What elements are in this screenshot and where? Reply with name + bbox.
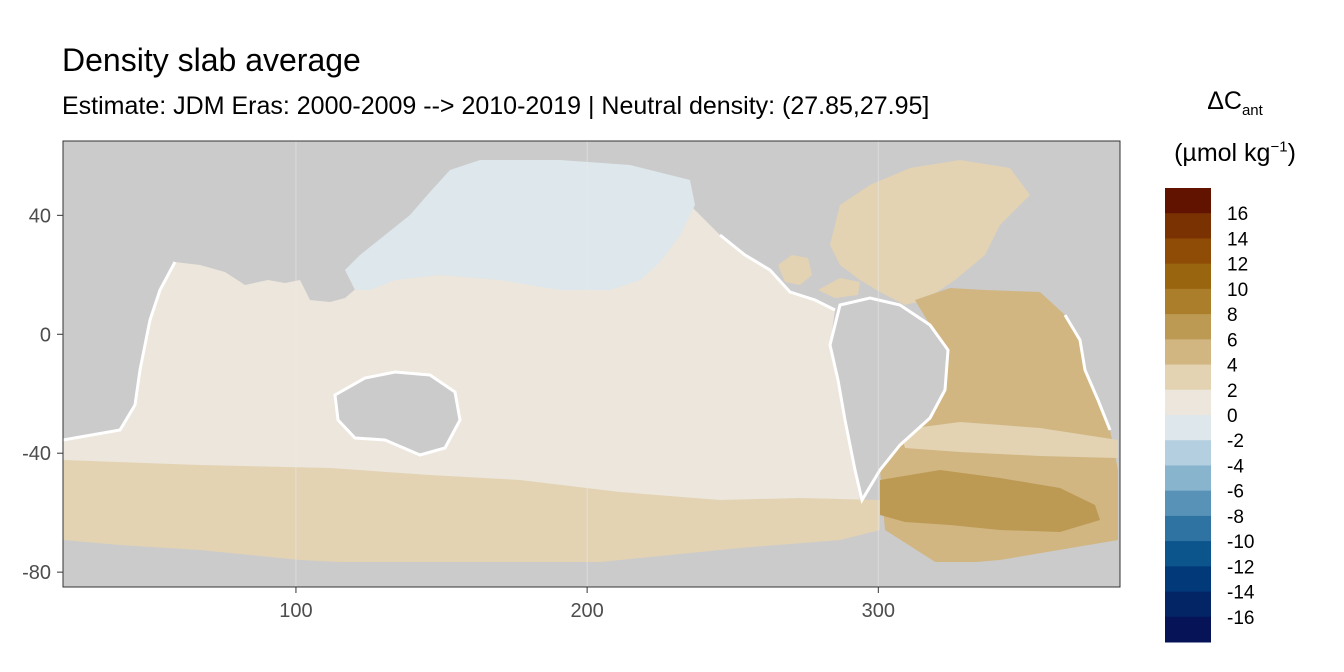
chart-subtitle: Estimate: JDM Eras: 2000-2009 --> 2010-2… (62, 92, 930, 120)
colorbar-swatch (1165, 364, 1211, 391)
colorbar-label: 8 (1227, 305, 1238, 326)
colorbar-label: 14 (1227, 229, 1249, 250)
y-axis: 40 0 -40 -80 (22, 205, 63, 584)
colorbar-swatch (1165, 591, 1211, 618)
x-axis: 100 200 300 (279, 587, 895, 622)
colorbar-label: 0 (1227, 406, 1238, 427)
ocean-caribbean (778, 255, 812, 285)
colorbar-swatch (1165, 238, 1211, 265)
ocean-weddell-max (880, 470, 1100, 532)
colorbar-swatch (1165, 415, 1211, 441)
colorbar-label: -6 (1227, 482, 1244, 503)
colorbar-label: 16 (1227, 204, 1248, 225)
legend-unit-sup: −1 (1270, 138, 1288, 156)
colorbar-label: 12 (1227, 255, 1248, 276)
y-tick-label: 40 (29, 205, 51, 227)
colorbar-swatch (1165, 263, 1211, 290)
legend-title: ΔCant (µmol kg−1) (1160, 86, 1310, 168)
colorbar-label: -8 (1227, 507, 1244, 528)
colorbar-swatch (1165, 541, 1211, 567)
colorbar-label: -10 (1227, 532, 1254, 553)
land-south-america (828, 296, 950, 504)
colorbar-label: 10 (1227, 280, 1248, 301)
chart-title: Density slab average (62, 42, 361, 78)
legend-title-main: ΔC (1207, 87, 1242, 115)
colorbar-swatch (1165, 389, 1211, 416)
ocean-indian-pacific (63, 205, 860, 500)
colorbar-label: 4 (1227, 356, 1238, 377)
map-panel (62, 140, 1121, 588)
colorbar-swatch (1165, 490, 1211, 517)
colorbar-swatch (1165, 288, 1211, 315)
y-tick-label: -80 (22, 562, 51, 584)
colorbar-swatch (1165, 188, 1211, 214)
legend-unit-pre: (µmol kg (1174, 139, 1271, 167)
colorbar-swatch (1165, 314, 1211, 340)
colorbar-label: -16 (1227, 608, 1254, 629)
coastline-central-america (719, 233, 836, 312)
ocean-north-atlantic (830, 160, 1030, 305)
coastline-africa (63, 261, 177, 442)
colorbar-swatch (1165, 213, 1211, 239)
colorbar-label: 6 (1227, 330, 1238, 351)
colorbar-label: -12 (1227, 557, 1254, 578)
colorbar-label: 2 (1227, 381, 1238, 402)
y-tick-label: -40 (22, 443, 51, 465)
colorbar-swatch (1165, 465, 1211, 492)
colorbar-legend: 16 14 12 10 8 6 4 2 0 -2 -4 -6 -8 -10 -12 -14 -16 (1165, 188, 1255, 643)
colorbar-swatch (1165, 566, 1211, 593)
ocean-north-pacific (345, 160, 695, 290)
colorbar-label: -14 (1227, 583, 1255, 604)
x-tick-label: 200 (570, 600, 603, 622)
colorbar-swatch (1165, 339, 1211, 366)
colorbar-label: -2 (1227, 431, 1244, 452)
colorbar-swatch (1165, 440, 1211, 466)
legend-unit-post: ) (1287, 139, 1296, 167)
colorbar-swatch (1165, 616, 1211, 643)
ocean-southern-band (63, 460, 880, 568)
ocean-gulf (818, 278, 860, 298)
x-tick-label: 300 (862, 600, 895, 622)
x-tick-label: 100 (279, 600, 312, 622)
ocean-atlantic-band (900, 422, 1118, 458)
colorbar-swatch (1165, 515, 1211, 542)
y-tick-label: 0 (40, 324, 51, 346)
legend-title-sub: ant (1241, 102, 1263, 119)
panel-border (62, 140, 1121, 588)
coastline-west-africa (1063, 314, 1112, 431)
land-australia (333, 370, 462, 457)
colorbar-label: -4 (1227, 456, 1244, 477)
land-antarctica (63, 562, 1120, 587)
